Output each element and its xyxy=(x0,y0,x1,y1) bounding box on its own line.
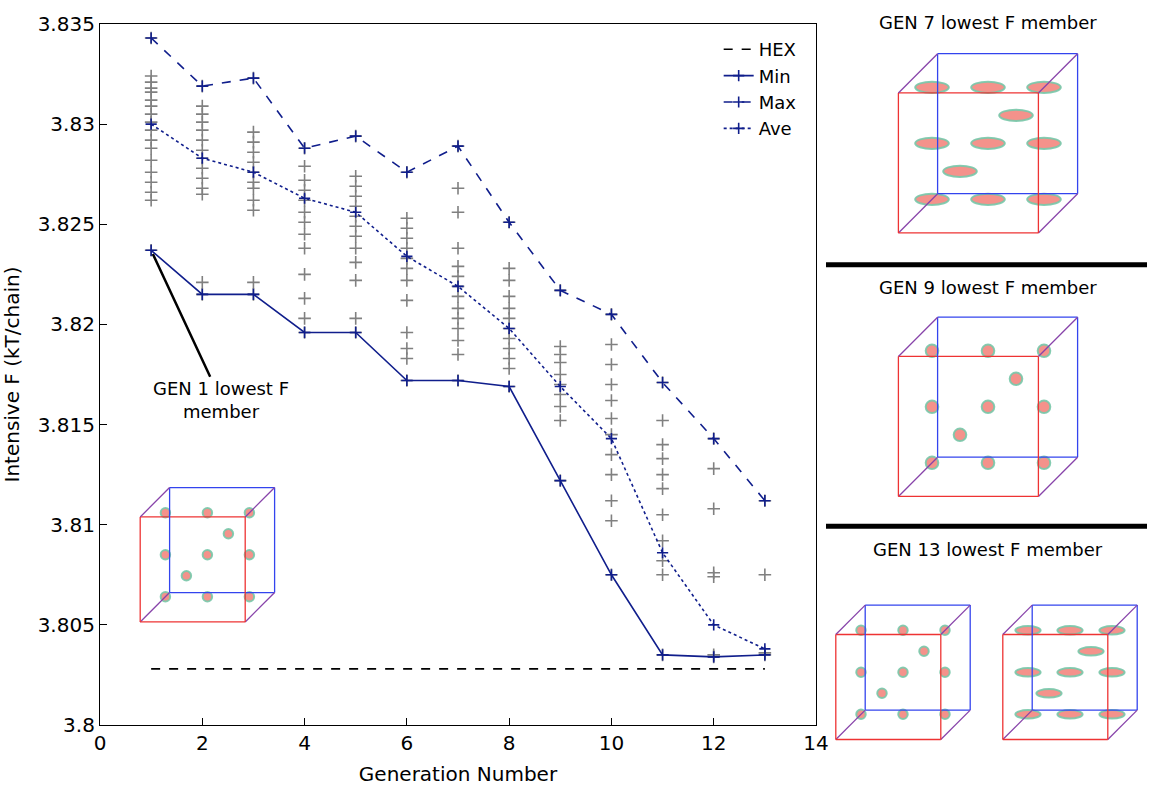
svg-text:Max: Max xyxy=(759,92,797,113)
svg-text:Min: Min xyxy=(759,66,791,87)
svg-text:Generation Number: Generation Number xyxy=(359,762,558,786)
svg-text:4: 4 xyxy=(298,731,311,755)
svg-text:HEX: HEX xyxy=(759,39,796,60)
svg-text:2: 2 xyxy=(196,731,209,755)
svg-text:12: 12 xyxy=(701,731,726,755)
svg-text:3.8: 3.8 xyxy=(63,713,95,737)
svg-text:3.81: 3.81 xyxy=(50,513,95,537)
svg-text:6: 6 xyxy=(400,731,413,755)
svg-text:14: 14 xyxy=(803,731,828,755)
svg-text:0: 0 xyxy=(94,731,107,755)
svg-text:3.82: 3.82 xyxy=(50,312,95,336)
svg-text:3.825: 3.825 xyxy=(38,212,95,236)
svg-text:10: 10 xyxy=(599,731,624,755)
svg-text:Intensive F (kT/chain): Intensive F (kT/chain) xyxy=(0,266,24,482)
svg-text:3.815: 3.815 xyxy=(38,413,95,437)
svg-text:Ave: Ave xyxy=(759,118,792,139)
svg-text:3.835: 3.835 xyxy=(38,12,95,36)
svg-text:3.805: 3.805 xyxy=(38,613,95,637)
svg-text:8: 8 xyxy=(503,731,516,755)
svg-text:GEN 9 lowest F member: GEN 9 lowest F member xyxy=(879,277,1097,298)
svg-text:GEN 7 lowest F member: GEN 7 lowest F member xyxy=(879,12,1097,33)
svg-text:GEN 13 lowest F member: GEN 13 lowest F member xyxy=(873,539,1103,560)
svg-text:GEN 1 lowest Fmember: GEN 1 lowest Fmember xyxy=(153,378,289,422)
svg-text:3.83: 3.83 xyxy=(50,112,95,136)
